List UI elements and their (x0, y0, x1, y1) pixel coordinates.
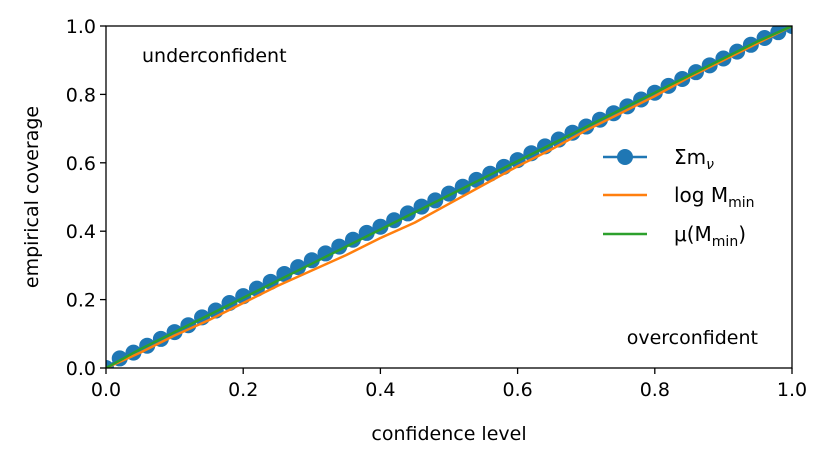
data-point (358, 224, 375, 241)
data-point (290, 259, 307, 276)
x-tick-label: 0.2 (228, 379, 258, 401)
x-tick-label: 0.8 (640, 379, 670, 401)
data-point (276, 265, 293, 282)
x-tick-label: 0.0 (91, 379, 121, 401)
annotation-underconfident: underconfident (142, 45, 287, 67)
annotation-overconfident: overconfident (627, 327, 758, 349)
y-tick-label: 0.6 (66, 153, 96, 175)
plot-frame (105, 25, 793, 369)
y-tick-label: 0.2 (66, 290, 96, 312)
y-tick-label: 0.4 (66, 221, 96, 243)
series-log-m-min (106, 26, 792, 368)
legend-label-log-m-min: log Mmin (674, 183, 755, 211)
x-axis: 0.0 0.2 0.4 0.6 0.8 1.0 (91, 368, 807, 401)
series-mu-m-min (106, 26, 792, 368)
y-tick-label: 0.8 (66, 84, 96, 106)
x-tick-label: 1.0 (777, 379, 807, 401)
data-point (317, 245, 334, 262)
data-point (303, 252, 320, 269)
series-line-log-m-min (106, 26, 792, 368)
y-tick-label: 1.0 (66, 16, 96, 38)
data-point (344, 231, 361, 248)
legend: Σmν log Mmin μ(Mmin) (603, 145, 755, 250)
legend-label-mu-m-min: μ(Mmin) (674, 222, 746, 250)
legend-label-sum-m-nu: Σmν (674, 145, 714, 173)
y-tick-label: 0.0 (66, 358, 96, 380)
data-point (331, 238, 348, 255)
series-layer (106, 26, 792, 368)
legend-marker-sum-m-nu (617, 149, 633, 165)
y-axis: 0.0 0.2 0.4 0.6 0.8 1.0 (66, 16, 106, 380)
x-axis-label: confidence level (371, 423, 526, 445)
x-tick-label: 0.6 (502, 379, 532, 401)
x-tick-label: 0.4 (365, 379, 395, 401)
series-line-mu-m-min (106, 26, 792, 368)
y-axis-label: empirical coverage (21, 106, 43, 288)
